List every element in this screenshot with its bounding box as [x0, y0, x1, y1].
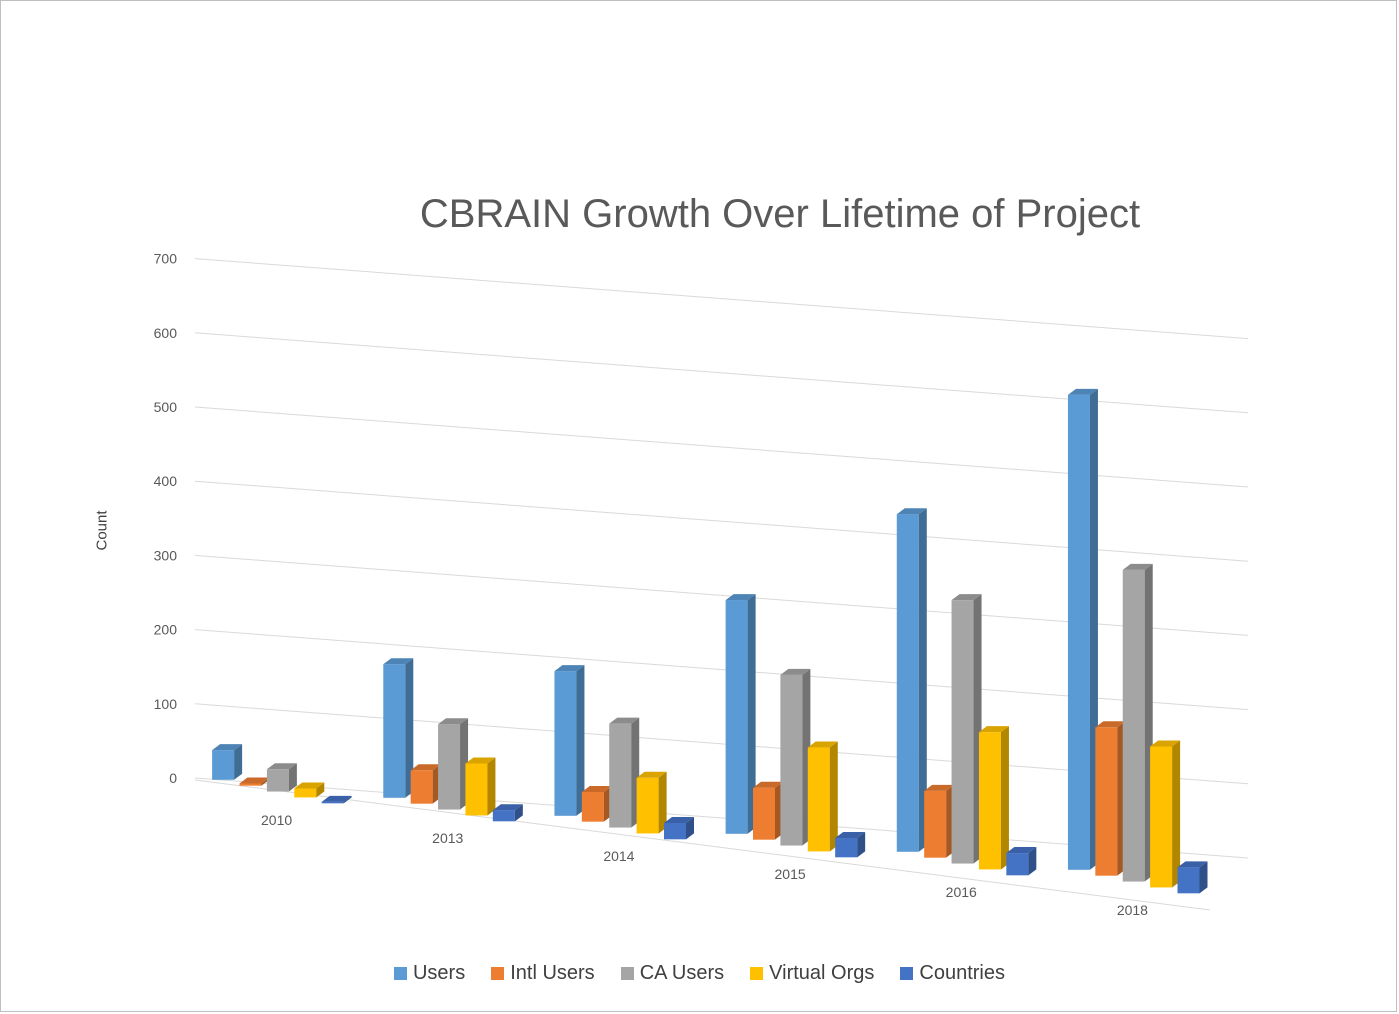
bar — [383, 658, 414, 798]
bar — [1177, 861, 1208, 894]
x-tick-label: 2016 — [946, 884, 977, 900]
x-tick-label: 2013 — [432, 830, 463, 846]
bar — [212, 744, 243, 780]
legend-label: Intl Users — [510, 962, 595, 984]
bar — [321, 795, 352, 804]
bar — [1067, 388, 1098, 870]
bar — [1150, 740, 1181, 888]
floor-edge — [194, 779, 1211, 911]
bars — [212, 388, 1208, 894]
gridline-700 — [194, 258, 1249, 340]
legend-label: Countries — [919, 962, 1005, 984]
x-tick-label: 2014 — [603, 848, 634, 864]
bar — [807, 741, 838, 852]
y-tick-labels: 0 100 200 300 400 500 600 700 — [154, 251, 178, 786]
bar — [294, 782, 325, 798]
bar — [753, 781, 784, 840]
x-tick-label: 2010 — [261, 812, 292, 828]
legend-item: CA Users — [620, 962, 725, 985]
legend-item: Countries — [900, 962, 1005, 985]
bar — [725, 594, 756, 834]
bar — [780, 668, 811, 846]
bar — [239, 777, 270, 786]
bar — [465, 757, 496, 816]
y-tick-label: 500 — [154, 399, 178, 415]
bar — [924, 784, 955, 858]
bar — [438, 718, 469, 810]
bar — [609, 717, 640, 828]
bar — [492, 804, 523, 822]
legend-item: Users — [393, 962, 466, 985]
legend-label: Virtual Orgs — [769, 962, 875, 984]
legend-swatch — [620, 967, 634, 980]
x-tick-label: 2015 — [775, 866, 806, 882]
legend-swatch — [393, 967, 407, 980]
legend-swatch — [900, 967, 914, 980]
legend-item: Intl Users — [491, 962, 595, 985]
y-tick-label: 400 — [154, 473, 178, 489]
bar — [951, 594, 982, 864]
legend-item: Virtual Orgs — [750, 962, 874, 985]
y-axis-label: Count — [93, 510, 111, 551]
legend: Users Intl Users CA Users Virtual Orgs Count… — [0, 962, 1399, 985]
y-tick-label: 700 — [154, 251, 178, 267]
chart-title: CBRAIN Growth Over Lifetime of Project — [419, 192, 1141, 236]
legend-swatch — [491, 967, 505, 980]
x-tick-labels: 2010 2013 2014 2015 2016 2018 — [261, 812, 1148, 918]
y-tick-label: 600 — [154, 325, 178, 341]
bar — [663, 816, 694, 840]
bar — [581, 786, 612, 822]
y-tick-label: 100 — [154, 696, 178, 712]
y-tick-label: 200 — [154, 622, 178, 638]
legend-swatch — [750, 967, 764, 980]
legend-label: CA Users — [639, 962, 725, 984]
bar — [636, 771, 667, 834]
bar — [896, 508, 927, 852]
x-tick-label: 2018 — [1117, 902, 1148, 918]
bar — [1122, 563, 1153, 882]
bar — [554, 665, 585, 816]
bar — [978, 726, 1009, 870]
bar — [1006, 847, 1037, 876]
bar — [266, 763, 297, 792]
bar — [1095, 721, 1126, 876]
legend-label: Users — [412, 962, 466, 984]
y-tick-label: 0 — [169, 770, 177, 786]
bar — [410, 764, 441, 804]
y-tick-label: 300 — [154, 547, 178, 563]
bar — [835, 832, 866, 858]
